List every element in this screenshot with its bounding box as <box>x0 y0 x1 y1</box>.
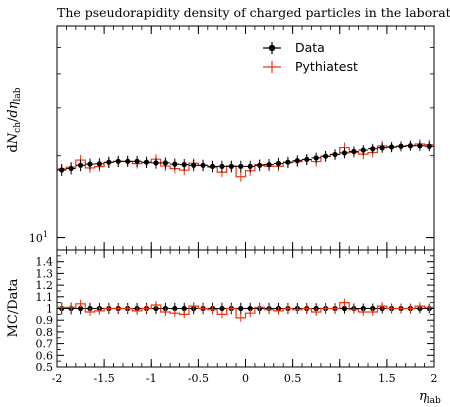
data-point <box>407 143 414 149</box>
ratio-y-axis-label: MC/Data <box>6 278 21 337</box>
data-point <box>68 165 74 172</box>
x-tick-label: -1 <box>146 372 157 385</box>
ratio-y-tick-label: 0.5 <box>36 361 54 374</box>
x-tick-label: 1 <box>336 372 343 385</box>
ratio-data-point <box>247 305 253 312</box>
data-point <box>275 160 282 167</box>
ratio-data-point <box>238 305 244 312</box>
ratio-data-point <box>181 305 187 312</box>
data-point <box>360 147 366 153</box>
ratio-y-tick-label: 1.1 <box>36 291 54 304</box>
x-tick-label: 2 <box>431 372 438 385</box>
data-point <box>379 145 385 151</box>
x-tick-label: 1.5 <box>378 372 396 385</box>
ratio-pythiatest-step-line <box>57 302 434 319</box>
data-point <box>388 144 395 150</box>
legend-marker-data-point <box>268 44 276 52</box>
data-point <box>153 160 159 166</box>
data-point <box>106 159 112 165</box>
ratio-data-point <box>341 305 348 312</box>
x-tick-label: -0.5 <box>188 372 209 385</box>
data-point <box>115 158 121 164</box>
data-point <box>266 162 272 168</box>
ratio-y-tick-label: 0.7 <box>36 338 54 351</box>
x-tick-label: 0.5 <box>284 372 302 385</box>
data-point <box>134 158 140 164</box>
data-point <box>59 167 65 173</box>
data-point <box>417 143 423 149</box>
chart-title: The pseudorapidity density of charged pa… <box>57 5 450 20</box>
main-series-layer <box>57 138 434 182</box>
x-axis-label: ηlab <box>419 389 441 406</box>
ratio-y-tick-label: 1 <box>46 303 53 316</box>
data-point <box>426 143 432 149</box>
data-point <box>285 159 291 165</box>
data-point <box>162 160 168 166</box>
ratio-y-tick-label: 0.9 <box>36 314 54 327</box>
ratio-y-tick-label: 1.4 <box>36 256 54 269</box>
ratio-y-tick-label: 0.6 <box>36 349 54 362</box>
data-point <box>247 163 253 169</box>
data-point <box>304 156 310 163</box>
main-y-axis-label: dNch/dηlab <box>6 87 23 152</box>
data-point <box>351 148 357 155</box>
data-point <box>323 153 329 159</box>
legend-label-pythiatest: Pythiatest <box>295 59 358 74</box>
x-tick-label: -1.5 <box>94 372 115 385</box>
data-point <box>341 150 348 156</box>
ratio-data-point <box>172 305 178 312</box>
legend-label-data: Data <box>295 40 325 55</box>
data-point <box>370 146 376 152</box>
axes-ticks: -2 -1.5 -1 -0.5 0 0.5 1 1.5 20.50.60.70.80.911.1… <box>36 25 438 385</box>
data-point <box>313 155 319 161</box>
data-point <box>332 151 338 158</box>
data-point <box>143 159 150 165</box>
data-point <box>238 163 244 169</box>
data-point <box>96 161 103 167</box>
ratio-series-layer <box>57 298 434 322</box>
ratio-data-point <box>219 305 225 312</box>
main-y-tick-label-10: 101 <box>29 230 48 245</box>
x-tick-label: 0 <box>242 372 249 385</box>
data-point <box>87 161 93 167</box>
data-point <box>228 163 234 169</box>
data-point <box>200 162 206 168</box>
ratio-y-tick-label: 1.2 <box>36 279 54 292</box>
data-point <box>219 163 225 169</box>
legend-entry-data: Data <box>263 40 325 55</box>
ratio-y-tick-label: 1.3 <box>36 267 54 280</box>
data-point <box>125 158 131 164</box>
data-point <box>294 158 300 164</box>
data-point <box>398 143 404 149</box>
data-point <box>172 161 178 167</box>
data-point <box>181 162 187 168</box>
main-plot-frame <box>56 25 435 251</box>
data-point <box>257 162 263 168</box>
ratio-data-point <box>77 305 84 312</box>
data-point <box>209 163 216 169</box>
data-point <box>77 162 84 168</box>
data-point <box>191 162 197 168</box>
legend: Data Pythiatest <box>263 40 358 74</box>
ratio-y-tick-label: 0.8 <box>36 326 54 339</box>
legend-entry-pythiatest: Pythiatest <box>263 59 358 74</box>
x-tick-label: -2 <box>52 372 63 385</box>
